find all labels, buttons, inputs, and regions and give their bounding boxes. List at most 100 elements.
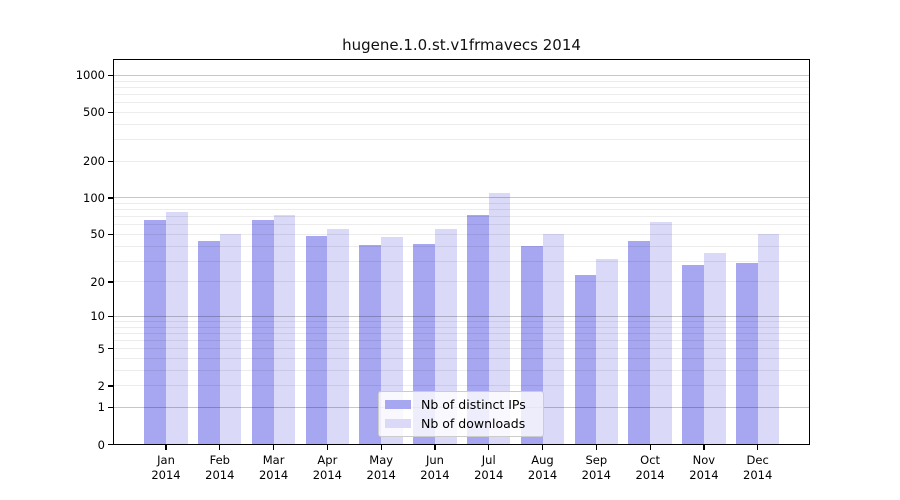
y-tick-label: 50 <box>90 227 105 242</box>
bar-distinct-ips <box>467 215 489 445</box>
legend-label: Nb of distinct IPs <box>421 396 526 412</box>
x-tick-mark <box>165 445 167 450</box>
minor-gridline <box>114 80 809 82</box>
minor-gridline <box>114 209 809 211</box>
minor-gridline <box>114 281 809 283</box>
bar-distinct-ips <box>251 219 274 445</box>
x-tick-mark <box>434 445 436 450</box>
bar-downloads <box>327 228 350 445</box>
bar-distinct-ips <box>682 264 704 445</box>
bar-downloads <box>434 229 457 445</box>
downloads-swatch-icon <box>385 419 411 428</box>
y-tick-label: 1 <box>97 400 105 415</box>
distinct-ips-swatch-icon <box>385 400 411 409</box>
y-tick-label: 10 <box>90 309 105 324</box>
y-tick-mark <box>108 233 113 236</box>
legend-item-downloads: Nb of downloads <box>385 415 543 431</box>
minor-gridline <box>114 321 809 322</box>
y-tick-mark <box>108 385 113 387</box>
minor-gridline <box>114 332 809 334</box>
y-tick-label: 1000 <box>75 68 105 83</box>
legend-label: Nb of downloads <box>421 415 526 431</box>
minor-gridline <box>114 123 809 125</box>
minor-gridline <box>114 326 809 328</box>
minor-gridline <box>114 203 809 205</box>
bar-downloads <box>596 259 618 445</box>
y-tick-mark <box>108 443 113 446</box>
x-tick-mark <box>703 445 705 450</box>
chart-title: hugene.1.0.st.v1frmavecs 2014 <box>342 36 581 54</box>
bar-downloads <box>488 192 511 445</box>
minor-gridline <box>114 348 809 350</box>
bar-downloads <box>650 221 672 445</box>
y-tick-label: 0 <box>97 437 105 452</box>
y-tick-mark <box>108 160 113 162</box>
x-tick-mark <box>649 445 651 450</box>
x-tick-label: Aug 2014 <box>527 453 558 482</box>
y-tick-label: 20 <box>90 274 105 289</box>
y-tick-label: 200 <box>83 154 105 169</box>
x-tick-mark <box>595 445 598 450</box>
x-tick-label: Nov 2014 <box>689 453 719 482</box>
x-tick-mark <box>541 445 544 450</box>
y-tick-mark <box>108 74 113 77</box>
x-tick-mark <box>757 445 759 450</box>
bar-distinct-ips <box>574 274 597 445</box>
y-tick-label: 500 <box>83 105 105 120</box>
bar-downloads <box>703 253 726 445</box>
y-tick-label: 2 <box>97 378 105 393</box>
minor-gridline <box>114 369 809 371</box>
bar-downloads <box>273 215 296 445</box>
bar-distinct-ips <box>144 219 166 445</box>
legend: Nb of distinct IPs Nb of downloads <box>378 391 544 437</box>
bar-distinct-ips <box>628 241 651 445</box>
bar-distinct-ips <box>198 241 220 445</box>
y-tick-mark <box>108 111 113 114</box>
bar-downloads <box>757 234 780 445</box>
minor-gridline <box>114 358 809 360</box>
x-tick-mark <box>380 445 382 450</box>
y-tick-mark <box>108 348 113 350</box>
minor-gridline <box>114 93 809 95</box>
minor-gridline <box>114 260 809 262</box>
bar-distinct-ips <box>359 244 382 445</box>
x-tick-label: Jun 2014 <box>420 453 450 482</box>
x-tick-label: Feb 2014 <box>205 453 235 482</box>
x-tick-mark <box>272 445 275 450</box>
minor-gridline <box>114 233 809 235</box>
minor-gridline <box>114 224 809 226</box>
bar-downloads <box>166 212 188 445</box>
minor-gridline <box>114 111 809 113</box>
x-tick-label: Mar 2014 <box>258 453 289 482</box>
y-tick-mark <box>108 281 113 283</box>
minor-gridline <box>114 139 809 141</box>
y-tick-label: 5 <box>97 341 105 356</box>
minor-gridline <box>114 86 809 88</box>
x-tick-label: Oct 2014 <box>635 453 665 482</box>
major-gridline <box>114 197 809 199</box>
y-tick-mark <box>108 315 113 318</box>
x-tick-label: Apr 2014 <box>312 453 342 482</box>
x-tick-label: Sep 2014 <box>581 453 611 482</box>
y-tick-label: 100 <box>83 190 105 205</box>
x-tick-mark <box>488 445 490 450</box>
bar-downloads <box>219 234 242 445</box>
minor-gridline <box>114 102 809 104</box>
bar-distinct-ips <box>305 235 328 445</box>
major-gridline <box>114 315 809 317</box>
minor-gridline <box>114 245 809 247</box>
legend-item-distinct-ips: Nb of distinct IPs <box>385 396 543 412</box>
bar-distinct-ips <box>735 262 758 445</box>
major-gridline <box>114 74 809 76</box>
x-tick-label: May 2014 <box>366 453 396 482</box>
minor-gridline <box>114 160 809 162</box>
y-tick-mark <box>108 197 113 199</box>
x-tick-mark <box>326 445 329 450</box>
x-tick-label: Dec 2014 <box>743 453 773 482</box>
minor-gridline <box>114 340 809 342</box>
bar-downloads <box>542 234 565 445</box>
x-tick-label: Jul 2014 <box>474 453 504 482</box>
minor-gridline <box>114 385 809 387</box>
y-tick-mark <box>108 406 113 409</box>
